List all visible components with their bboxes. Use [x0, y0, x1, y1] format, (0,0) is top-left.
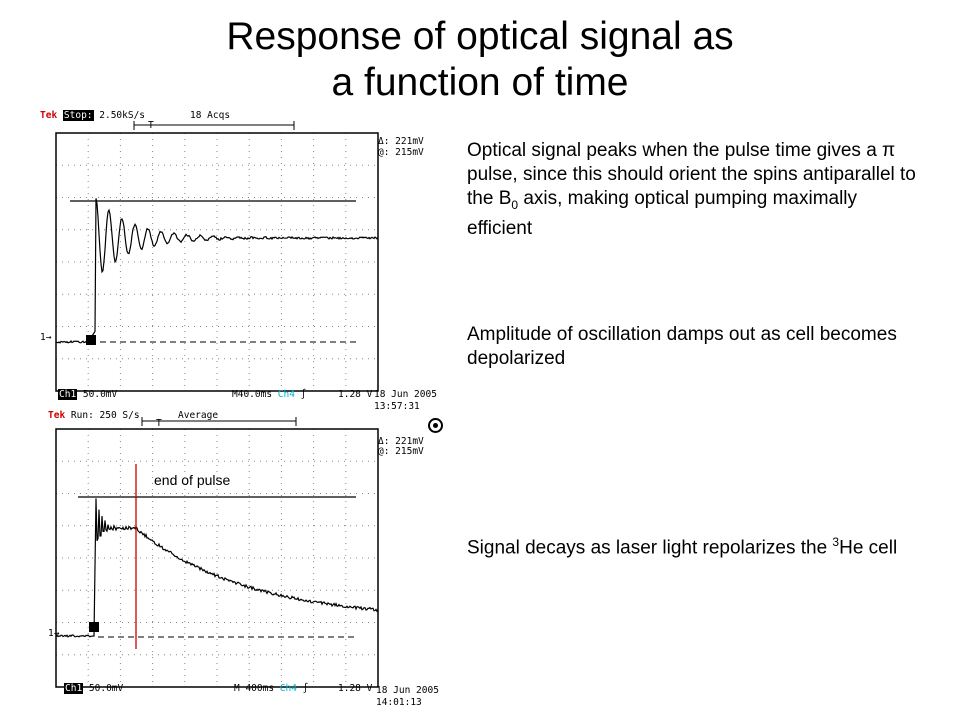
- scope-bottom-timebase-group: M 400ms Ch4 ∫: [234, 683, 309, 694]
- scope-top-footer: Ch1 50.0mV: [58, 389, 117, 400]
- scope-bottom-trig-level: 1.28 V: [338, 683, 373, 694]
- scope-bottom-frame: [55, 428, 379, 688]
- scope-bottom-brand: Tek: [48, 410, 66, 421]
- scope-bottom-acq: Average: [178, 410, 219, 421]
- scope-top-trig-level: 1.28 V: [338, 389, 373, 400]
- scope-top-acq: 18 Acqs: [190, 110, 231, 121]
- scope-top-graph: [55, 121, 379, 392]
- scope-bottom-grid: [56, 429, 378, 687]
- radio-bullet-icon: [428, 418, 443, 433]
- scope-top-date: 18 Jun 2005: [374, 389, 437, 400]
- oscilloscope-top: Tek Stop: 2.50kS/s 18 Acqs T Δ: 221mV @:…: [38, 108, 460, 400]
- scope-top-header: Tek Stop: 2.50kS/s: [40, 110, 145, 121]
- scope-bottom-timebase: M 400ms: [234, 683, 275, 694]
- scope-bottom-mode: Run:: [70, 410, 94, 421]
- scope-top-timebase-group: M40.0ms Ch4 ∫: [232, 389, 307, 400]
- scope-bottom-trigger-box: [89, 622, 99, 632]
- scope-bottom-rate: 250 S/s: [99, 410, 140, 421]
- scope-top-trigger-box: [86, 335, 96, 345]
- scope-bottom-time: 14:01:13: [376, 697, 422, 708]
- scope-top-at: @: 215mV: [378, 147, 424, 158]
- scope-bottom-footer: Ch1 50.0mV: [64, 683, 123, 694]
- scope-top-trig-marker: T: [148, 120, 154, 131]
- scope-top-frame: [55, 132, 379, 392]
- scope-top-mode: Stop:: [62, 110, 94, 121]
- scope-bottom-ch1-label: Ch1: [64, 683, 84, 694]
- scope-top-ch-marker: 1→: [40, 332, 52, 343]
- scope-bottom-trace: [55, 498, 379, 638]
- bullet-decay-sup: 3: [832, 535, 840, 549]
- scope-top-trace: [55, 198, 379, 344]
- scope-top-grid: [56, 133, 378, 391]
- bullet-optical-peak-sub: 0: [511, 197, 519, 212]
- scope-top-ch4-label: Ch4: [277, 389, 295, 400]
- bullet-optical-peak-tail: axis, making optical pumping maximally e…: [467, 188, 858, 239]
- bullet-optical-peak-text: Optical signal peaks when the pulse time…: [467, 140, 916, 209]
- scope-top-timebase: M40.0ms: [232, 389, 273, 400]
- title-line-2: a function of time: [331, 61, 629, 104]
- title-line-1: Response of optical signal as: [226, 15, 734, 58]
- scope-top-delta: Δ: 221mV: [378, 136, 424, 147]
- bullet-decay-pre: Signal decays as laser light repolarizes…: [467, 537, 833, 559]
- scope-top-brand: Tek: [40, 110, 58, 121]
- scope-top-time: 13:57:31: [374, 401, 420, 412]
- end-of-pulse-label: end of pulse: [154, 472, 231, 488]
- scope-bottom-graph: [55, 417, 379, 688]
- scope-bottom-ch4-label: Ch4: [279, 683, 297, 694]
- scope-top-rate: 2.50kS/s: [99, 110, 146, 121]
- scope-bottom-trig-marker: T: [156, 418, 162, 429]
- scope-bottom-delta: Δ: 221mV: [378, 436, 424, 447]
- scope-bottom-at: @: 215mV: [378, 446, 424, 457]
- bullet-optical-peak: Optical signal peaks when the pulse time…: [467, 139, 917, 241]
- scope-bottom-ch1-scale: 50.0mV: [88, 683, 124, 694]
- scope-bottom-date: 18 Jun 2005: [376, 685, 439, 696]
- scope-top-ch1-scale: 50.0mV: [82, 389, 118, 400]
- bullet-damping: Amplitude of oscillation damps out as ce…: [467, 324, 897, 369]
- oscilloscope-bottom: Tek Run: 250 S/s Average T Δ: 221mV @: 2…: [38, 404, 460, 694]
- slide-title: Response of optical signal as a function…: [0, 14, 960, 106]
- bullet-decay: Signal decays as laser light repolarizes…: [467, 530, 917, 560]
- bullet-decay-post: He cell: [839, 537, 898, 559]
- scope-bottom-header: Tek Run: 250 S/s: [48, 410, 140, 421]
- scope-top-ch1-label: Ch1: [58, 389, 78, 400]
- scope-bottom-ch-marker: 1→: [48, 628, 60, 639]
